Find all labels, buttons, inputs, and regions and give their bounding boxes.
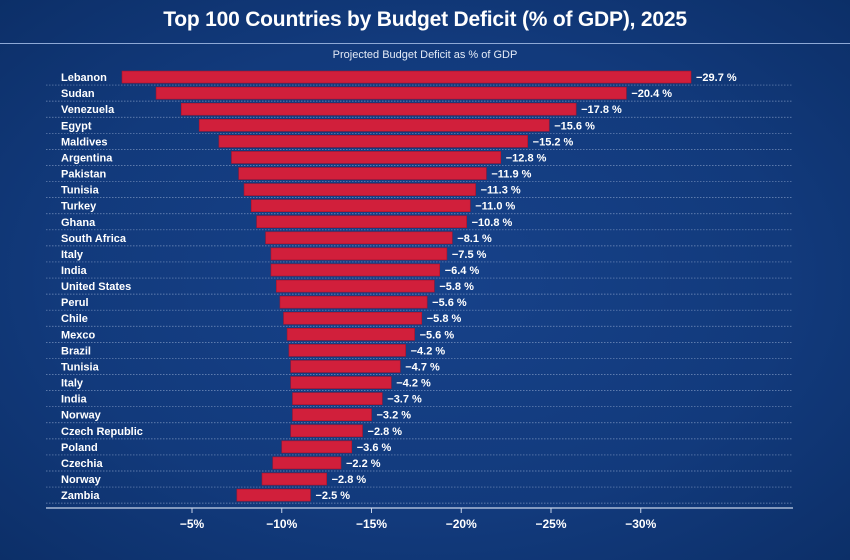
bar [283,311,423,325]
data-label: −2.8 % [332,474,367,486]
bar [276,279,435,293]
chart-subtitle: Projected Budget Deficit as % of GDP [332,49,518,61]
data-label: −3.6 % [357,442,392,454]
data-label: −4.7 % [405,361,440,373]
x-tick-label: −10% [266,517,297,531]
x-tick-label: −20% [446,517,477,531]
data-label: −11.3 % [481,185,521,197]
bar [290,376,392,389]
category-label: India [61,265,88,277]
bar [270,247,448,261]
category-label: Norway [61,410,102,422]
category-label: South Africa [61,233,127,245]
bar [290,360,401,373]
data-label: −5.8 % [427,313,462,325]
category-label: India [61,394,88,406]
category-label: Pakistan [61,169,107,181]
category-label: Sudan [61,88,95,100]
chart-title: Top 100 Countries by Budget Deficit (% o… [163,8,687,31]
category-label: Poland [61,442,98,454]
bar [261,472,327,486]
bar [155,86,627,100]
bar [292,392,383,405]
bar [250,199,471,212]
data-label: −2.8 % [368,426,403,438]
bar [231,151,502,164]
x-tick-label: −30% [625,517,656,531]
bar [180,102,577,116]
data-label: −4.2 % [396,378,431,390]
bar [218,135,528,148]
bar [281,440,353,454]
data-label: −17.8 % [581,104,622,116]
bar [243,183,476,196]
data-label: −11.9 % [491,169,531,181]
bar [238,167,487,180]
bar [292,408,372,422]
bar [288,344,406,357]
data-label: −15.2 % [533,136,574,148]
category-label: Tunisia [61,361,100,373]
data-label: −3.2 % [377,410,412,422]
category-label: Czech Republic [61,426,143,438]
data-label: −20.4 % [631,88,672,100]
bar [286,328,415,341]
data-label: −29.7 % [696,72,737,84]
category-label: Czechia [61,458,103,470]
data-label: −2.2 % [346,458,381,470]
category-label: Zambia [61,490,100,502]
category-label: Turkey [61,201,97,213]
category-label: Norway [61,474,102,486]
category-label: Chile [61,313,88,325]
bar [265,231,453,245]
bar [279,295,428,309]
data-label: −5.8 % [439,281,474,293]
data-label: −7.5 % [452,249,487,261]
data-label: −10.8 % [472,217,513,229]
category-label: Italy [61,249,84,261]
bar [270,263,441,277]
bar [256,215,467,229]
bar [121,70,692,84]
x-tick-label: −15% [356,517,387,531]
data-label: −8.1 % [457,233,492,245]
data-label: −6.4 % [445,265,480,277]
category-label: Egypt [61,120,92,132]
x-tick-label: −5% [180,517,205,531]
category-label: Mexco [61,329,96,341]
data-label: −3.7 % [387,394,422,406]
data-label: −15.6 % [554,120,595,132]
bar [290,424,363,438]
data-label: −12.8 % [506,152,547,164]
x-tick-label: −25% [535,517,566,531]
data-label: −5.6 % [420,329,455,341]
data-label: −11.0 % [475,201,515,213]
title-divider [0,43,850,44]
data-label: −4.2 % [411,345,446,357]
bar [272,456,342,470]
category-label: Ghana [61,217,96,229]
category-label: Brazil [61,345,91,357]
bar [236,488,311,502]
category-label: Lebanon [61,72,107,84]
category-label: Maldives [61,136,107,148]
data-label: −2.5 % [315,490,350,502]
category-label: Italy [61,378,84,390]
bar [198,118,550,132]
category-label: United States [61,281,131,293]
category-label: Tunisia [61,185,100,197]
category-label: Perul [61,297,89,309]
category-label: Venezuela [61,104,115,116]
data-label: −5.6 % [432,297,467,309]
category-label: Argentina [61,152,113,164]
